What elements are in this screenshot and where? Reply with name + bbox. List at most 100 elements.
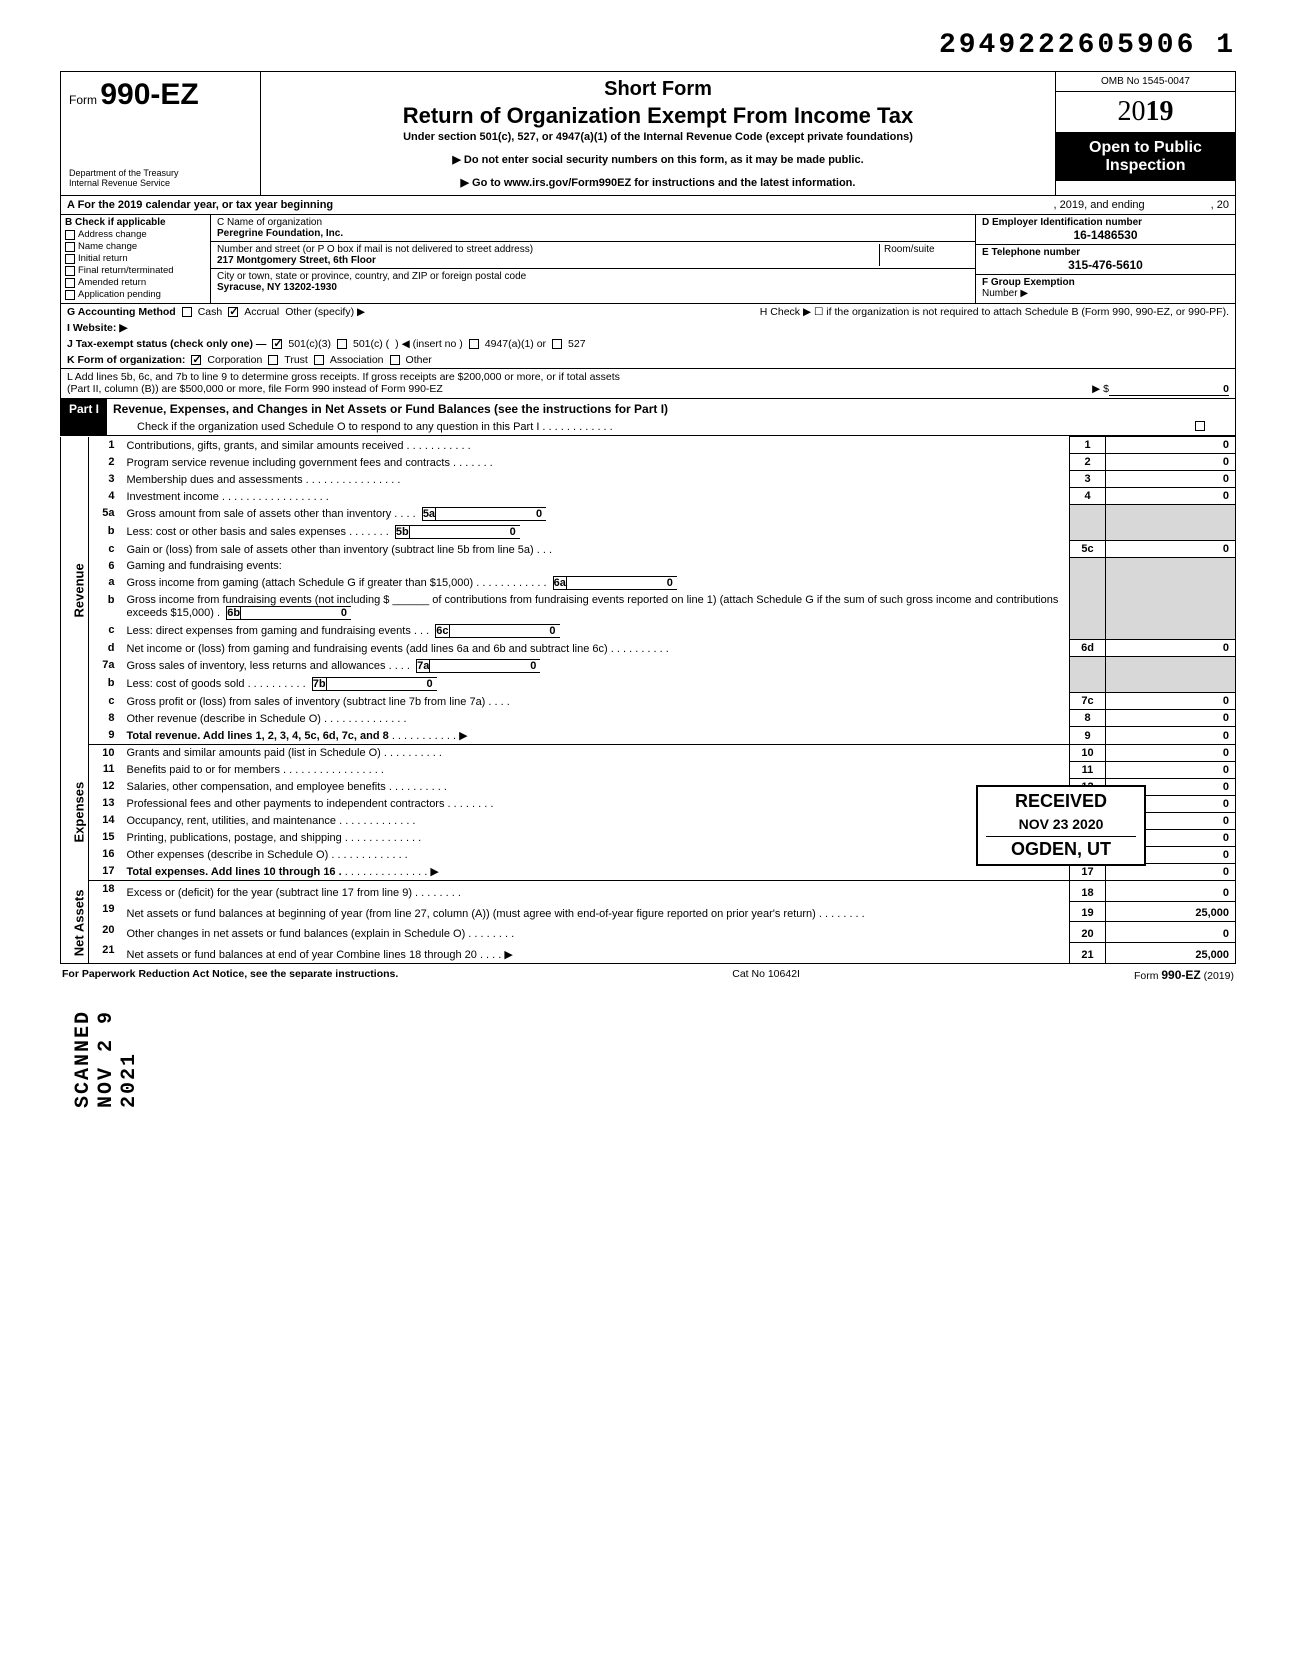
line5c-val: 0 bbox=[1106, 541, 1236, 558]
f-group-label2: Number ▶ bbox=[982, 288, 1028, 299]
line6c-val: 0 bbox=[450, 624, 560, 638]
open-line1: Open to Public bbox=[1058, 139, 1233, 157]
l-value: 0 bbox=[1109, 383, 1229, 396]
line18-val: 0 bbox=[1106, 881, 1236, 902]
col-c: C Name of organization Peregrine Foundat… bbox=[211, 215, 975, 303]
part1-title: Revenue, Expenses, and Changes in Net As… bbox=[107, 399, 1235, 419]
d-ein-value: 16-1486530 bbox=[982, 228, 1229, 242]
g-label: G Accounting Method bbox=[67, 306, 176, 318]
line11-desc: Benefits paid to or for members . bbox=[127, 764, 287, 776]
header-right: OMB No 1545-0047 2019 Open to Public Ins… bbox=[1055, 72, 1235, 195]
line1-desc: Contributions, gifts, grants, and simila… bbox=[127, 440, 410, 452]
stamp-received: RECEIVED bbox=[986, 791, 1136, 812]
line8-val: 0 bbox=[1106, 710, 1236, 727]
footer-right-suf: (2019) bbox=[1201, 970, 1234, 982]
part1-check-text: Check if the organization used Schedule … bbox=[137, 421, 545, 433]
footer-right-b: 990-EZ bbox=[1161, 968, 1200, 982]
form-number: Form 990-EZ bbox=[69, 78, 252, 112]
chk-initial-return[interactable] bbox=[65, 254, 75, 264]
open-line2: Inspection bbox=[1058, 157, 1233, 175]
chk-schedule-o[interactable] bbox=[1195, 421, 1205, 431]
chk-accrual[interactable] bbox=[228, 307, 238, 317]
lbl-amended-return: Amended return bbox=[78, 277, 146, 288]
chk-final-return[interactable] bbox=[65, 266, 75, 276]
lbl-other-org: Other bbox=[406, 354, 432, 366]
l-text2: (Part II, column (B)) are $500,000 or mo… bbox=[67, 383, 443, 396]
line17-arrow: ▶ bbox=[430, 866, 438, 878]
line7a-val: 0 bbox=[430, 659, 540, 673]
chk-association[interactable] bbox=[314, 355, 324, 365]
line5c-desc: Gain or (loss) from sale of assets other… bbox=[127, 544, 534, 556]
line21-arrow: ▶ bbox=[504, 949, 512, 961]
k-label: K Form of organization: bbox=[67, 354, 185, 366]
line18-desc: Excess or (deficit) for the year (subtra… bbox=[127, 887, 413, 899]
lbl-address-change: Address change bbox=[78, 229, 147, 240]
c-city-label: City or town, state or province, country… bbox=[217, 271, 969, 282]
chk-501c3[interactable] bbox=[272, 339, 282, 349]
chk-address-change[interactable] bbox=[65, 230, 75, 240]
line6b-val: 0 bbox=[241, 606, 351, 620]
form-header: Form 990-EZ Department of the Treasury I… bbox=[60, 71, 1236, 195]
chk-name-change[interactable] bbox=[65, 242, 75, 252]
lbl-527: 527 bbox=[568, 338, 586, 350]
omb-number: OMB No 1545-0047 bbox=[1056, 72, 1235, 92]
lbl-4947: 4947(a)(1) or bbox=[485, 338, 546, 350]
open-to-public: Open to Public Inspection bbox=[1056, 133, 1235, 181]
line7a-desc: Gross sales of inventory, less returns a… bbox=[127, 660, 386, 672]
line4-desc: Investment income bbox=[127, 491, 219, 503]
line5b-desc: Less: cost or other basis and sales expe… bbox=[127, 526, 353, 538]
line17-desc: Total expenses. Add lines 10 through 16 … bbox=[127, 866, 342, 878]
part1-label: Part I bbox=[61, 399, 107, 435]
chk-amended-return[interactable] bbox=[65, 278, 75, 288]
d-ein-label: D Employer Identification number bbox=[982, 217, 1229, 228]
chk-application-pending[interactable] bbox=[65, 290, 75, 300]
chk-other-org[interactable] bbox=[390, 355, 400, 365]
line19-val: 25,000 bbox=[1106, 901, 1236, 922]
h-text: H Check ▶ ☐ if the organization is not r… bbox=[760, 306, 1229, 318]
chk-corporation[interactable] bbox=[191, 355, 201, 365]
line21-val: 25,000 bbox=[1106, 942, 1236, 963]
e-phone-label: E Telephone number bbox=[982, 247, 1229, 258]
line6a-val: 0 bbox=[567, 576, 677, 590]
chk-trust[interactable] bbox=[268, 355, 278, 365]
line-a-right: , 20 bbox=[1205, 196, 1235, 214]
part1-header-row: Part I Revenue, Expenses, and Changes in… bbox=[60, 399, 1236, 436]
section-netassets: Net Assets bbox=[61, 881, 89, 964]
chk-527[interactable] bbox=[552, 339, 562, 349]
line6c-desc: Less: direct expenses from gaming and fu… bbox=[127, 625, 411, 637]
line9-desc: Total revenue. Add lines 1, 2, 3, 4, 5c,… bbox=[127, 730, 389, 742]
footer-left: For Paperwork Reduction Act Notice, see … bbox=[62, 968, 398, 982]
l-arrow: ▶ $ bbox=[1092, 383, 1109, 396]
lbl-other-specify: Other (specify) ▶ bbox=[285, 306, 365, 318]
i-website-label: I Website: ▶ bbox=[67, 322, 127, 334]
chk-4947[interactable] bbox=[469, 339, 479, 349]
chk-cash[interactable] bbox=[182, 307, 192, 317]
title-sub: Under section 501(c), 527, or 4947(a)(1)… bbox=[271, 131, 1045, 143]
line20-val: 0 bbox=[1106, 922, 1236, 943]
info-block: B Check if applicable Address change Nam… bbox=[60, 215, 1236, 303]
line11-val: 0 bbox=[1106, 761, 1236, 778]
line2-desc: Program service revenue including govern… bbox=[127, 457, 450, 469]
line5a-desc: Gross amount from sale of assets other t… bbox=[127, 508, 392, 520]
lbl-501c: 501(c) ( bbox=[353, 338, 389, 350]
col-b-header: B Check if applicable bbox=[65, 217, 206, 228]
line3-val: 0 bbox=[1106, 471, 1236, 488]
scanned-stamp: SCANNED NOV 2 9 2021 bbox=[72, 1010, 141, 1108]
dept-line2: Internal Revenue Service bbox=[69, 179, 252, 189]
received-stamp: RECEIVED NOV 23 2020 OGDEN, UT bbox=[976, 785, 1146, 866]
lbl-initial-return: Initial return bbox=[78, 253, 128, 264]
line1-val: 0 bbox=[1106, 437, 1236, 454]
c-name-label: C Name of organization bbox=[217, 217, 969, 228]
line-a-left: A For the 2019 calendar year, or tax yea… bbox=[67, 199, 333, 211]
stamp-location: OGDEN, UT bbox=[986, 836, 1136, 860]
line6d-val: 0 bbox=[1106, 640, 1236, 657]
line-a: A For the 2019 calendar year, or tax yea… bbox=[60, 195, 1236, 215]
form-990ez-page: { "doc_number": "2949222605906 1", "form… bbox=[60, 30, 1236, 986]
line7c-desc: Gross profit or (loss) from sales of inv… bbox=[127, 696, 486, 708]
line16-desc: Other expenses (describe in Schedule O) … bbox=[127, 849, 335, 861]
chk-501c[interactable] bbox=[337, 339, 347, 349]
line15-desc: Printing, publications, postage, and shi… bbox=[127, 832, 348, 844]
footer: For Paperwork Reduction Act Notice, see … bbox=[60, 964, 1236, 986]
line5a-val: 0 bbox=[436, 507, 546, 521]
lbl-final-return: Final return/terminated bbox=[78, 265, 174, 276]
